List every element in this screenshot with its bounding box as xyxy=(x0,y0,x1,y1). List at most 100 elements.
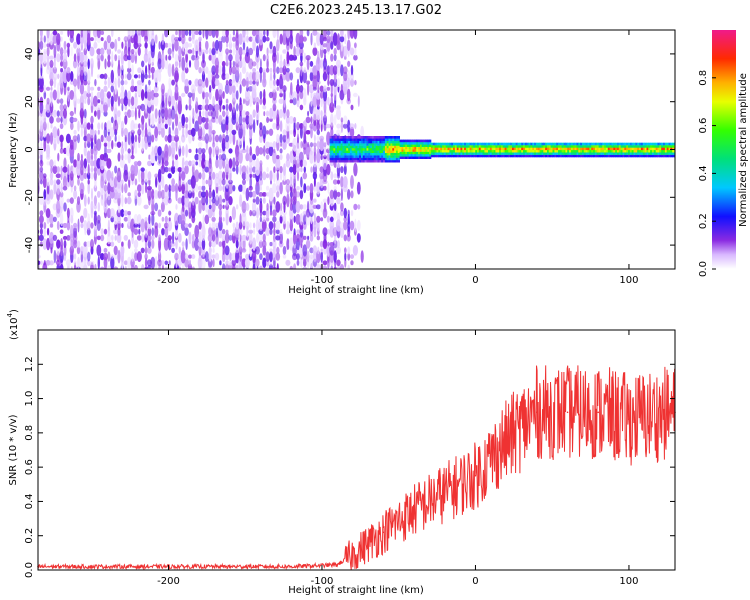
spectrogram-cell xyxy=(131,251,135,262)
spectrogram-cell xyxy=(134,252,138,262)
spectrogram-cell xyxy=(236,103,239,112)
spectrogram-cell xyxy=(469,142,472,146)
spectrogram-cell xyxy=(285,120,291,132)
spectrogram-cell xyxy=(329,64,335,76)
spectrogram-cell xyxy=(275,229,280,235)
spectrogram-cell xyxy=(356,181,361,195)
spectrogram-cell xyxy=(510,152,513,155)
spectrogram-cell xyxy=(127,58,131,69)
spectrogram-cell xyxy=(639,147,642,151)
spectrogram-cell xyxy=(395,145,399,149)
spectrogram-cell xyxy=(121,223,124,228)
spectrogram-cell xyxy=(383,148,386,151)
spectrogram-cell xyxy=(613,149,616,153)
spectrogram-cell xyxy=(377,140,380,144)
spectrogram-cell xyxy=(383,145,386,149)
spectrogram-cell xyxy=(348,150,351,153)
spectrogram-cell xyxy=(523,147,526,151)
spectrogram-cell xyxy=(567,142,570,146)
spectrogram-cell xyxy=(558,145,561,148)
spectrogram-cell xyxy=(401,146,404,150)
spectrogram-cell xyxy=(449,145,452,148)
spectrogram-cell xyxy=(504,147,507,151)
spectrogram-cell xyxy=(346,145,349,149)
spectrogram-cell xyxy=(140,103,146,112)
spectrogram-cell xyxy=(362,155,365,158)
spectrogram-cell xyxy=(508,149,511,153)
spectrogram-cell xyxy=(664,154,668,158)
spectrogram-cell xyxy=(114,103,117,112)
spectrogram-cell xyxy=(221,115,226,125)
spectrogram-cell xyxy=(510,149,513,153)
spectrogram-cell xyxy=(653,149,656,153)
spectrogram-cell xyxy=(430,142,434,146)
spectrogram-cell xyxy=(154,173,159,179)
spectrogram-cell xyxy=(231,259,237,267)
spectrogram-cell xyxy=(343,207,347,219)
spectrogram-cell xyxy=(333,152,336,156)
spectrogram-cell xyxy=(181,157,185,170)
spectrogram-cell xyxy=(607,147,610,151)
spectrogram-cell xyxy=(344,140,347,144)
spectrogram-cell xyxy=(582,152,585,155)
spectrogram-cell xyxy=(565,149,568,153)
spectrogram-cell xyxy=(344,159,347,163)
spectrogram-cell xyxy=(70,122,74,131)
spectrogram-cell xyxy=(668,145,671,148)
spectrogram-cell xyxy=(292,244,297,257)
spectrogram-cell xyxy=(255,196,260,205)
spectrogram-cell xyxy=(364,159,367,163)
spectrogram-cell xyxy=(228,54,233,62)
spectrogram-cell xyxy=(329,145,332,149)
spectrogram-cell xyxy=(453,145,456,148)
spectrogram-cell xyxy=(534,154,537,158)
spectrogram-cell xyxy=(513,145,516,148)
spectrogram-cell xyxy=(504,149,507,153)
spectrogram-cell xyxy=(637,154,640,158)
spectrogram-cell xyxy=(251,61,257,67)
spectrogram-cell xyxy=(620,149,623,153)
spectrogram-cell xyxy=(473,145,476,148)
spectrogram-cell xyxy=(349,254,355,259)
spectrogram-cell xyxy=(329,148,332,151)
spectrogram-cell xyxy=(62,235,68,240)
spectrogram-cell xyxy=(83,47,88,56)
spectrogram-cell xyxy=(201,152,206,162)
spectrogram-cell xyxy=(289,72,294,81)
spectrogram-cell xyxy=(90,153,94,161)
spectrogram-cell xyxy=(554,145,557,148)
spectrogram-cell xyxy=(407,139,410,143)
spectrogram-cell xyxy=(212,247,215,253)
spectrogram-cell xyxy=(316,107,321,121)
spectrogram-cell xyxy=(268,145,274,157)
spectrogram-cell xyxy=(188,30,192,37)
spectrogram-cell xyxy=(181,30,186,39)
spectrogram-cell xyxy=(141,60,145,68)
spectrogram-cell xyxy=(372,152,375,156)
spectrogram-cell xyxy=(541,154,544,158)
spectrogram-cell xyxy=(285,229,290,235)
spectrogram-cell xyxy=(239,97,242,106)
spectrogram-cell xyxy=(346,39,351,52)
spectrogram-cell xyxy=(495,152,498,155)
spectrogram-cell xyxy=(344,138,347,141)
spectrogram-cell xyxy=(316,181,321,195)
spectrogram-cell xyxy=(372,157,375,161)
spectrogram-cell xyxy=(563,147,566,151)
spectrogram-cell xyxy=(646,145,649,148)
spectrogram-cell xyxy=(348,157,351,161)
spectrogram-cell xyxy=(185,238,188,251)
spectrogram-cell xyxy=(248,231,253,245)
spectrogram-cell xyxy=(205,66,209,74)
spectrogram-cell xyxy=(123,216,128,222)
spectrogram-cell xyxy=(79,64,85,76)
spectrogram-cell xyxy=(548,142,551,146)
spectrogram-cell xyxy=(657,145,660,148)
spectrogram-cell xyxy=(252,200,257,214)
snr-data-point xyxy=(359,548,362,551)
spectrogram-cell xyxy=(184,227,189,236)
spectrogram-cell xyxy=(668,152,671,155)
spectrogram-cell xyxy=(141,137,144,152)
spectrogram-cell xyxy=(342,123,348,129)
